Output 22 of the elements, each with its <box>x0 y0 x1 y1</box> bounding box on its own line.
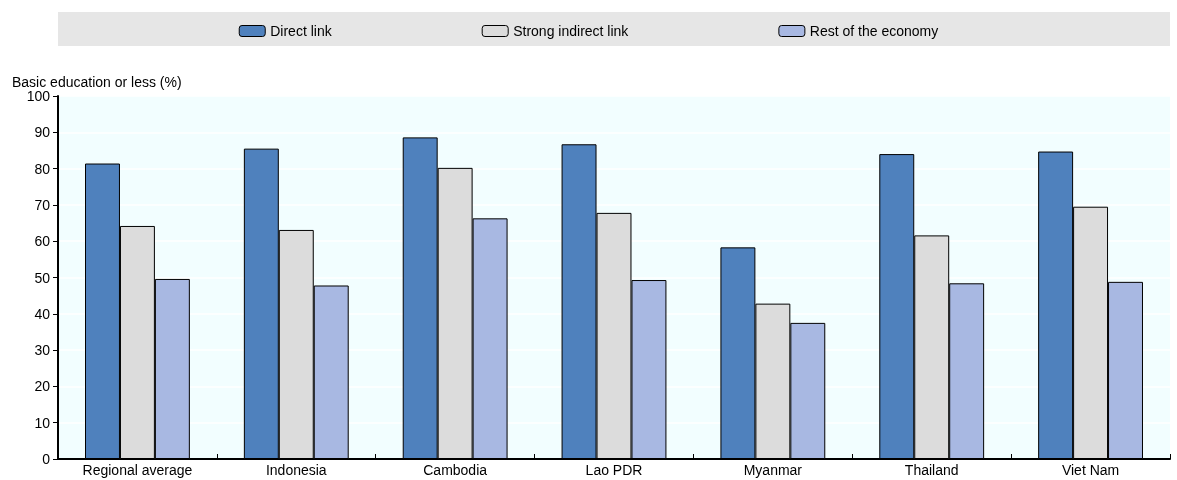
y-tick-label: 50 <box>34 269 51 286</box>
x-tick-label: Myanmar <box>743 462 803 478</box>
x-tick-label: Regional average <box>82 462 193 478</box>
legend-label: Direct link <box>270 23 333 39</box>
x-tick-label: Thailand <box>904 462 959 478</box>
x-tick-label: Viet Nam <box>1061 462 1120 478</box>
y-tick-label: 100 <box>26 88 51 104</box>
y-tick-label: 70 <box>34 196 51 213</box>
x-tick-label: Lao PDR <box>585 462 643 478</box>
y-tick-label: 30 <box>34 342 51 359</box>
y-tick-label: 10 <box>34 414 51 431</box>
y-tick-label: 20 <box>34 378 51 395</box>
y-tick-label: 90 <box>34 124 51 141</box>
legend-label: Strong indirect link <box>513 23 630 39</box>
x-tick-label: Indonesia <box>265 462 327 478</box>
y-axis-title: Basic education or less (%) <box>12 74 182 90</box>
x-tick-label: Cambodia <box>423 462 488 478</box>
y-tick-label: 40 <box>34 305 51 322</box>
y-tick-label: 80 <box>34 160 51 177</box>
y-tick-label: 0 <box>42 451 51 467</box>
y-tick-label: 60 <box>34 233 51 250</box>
legend-label: Rest of the economy <box>809 23 939 39</box>
